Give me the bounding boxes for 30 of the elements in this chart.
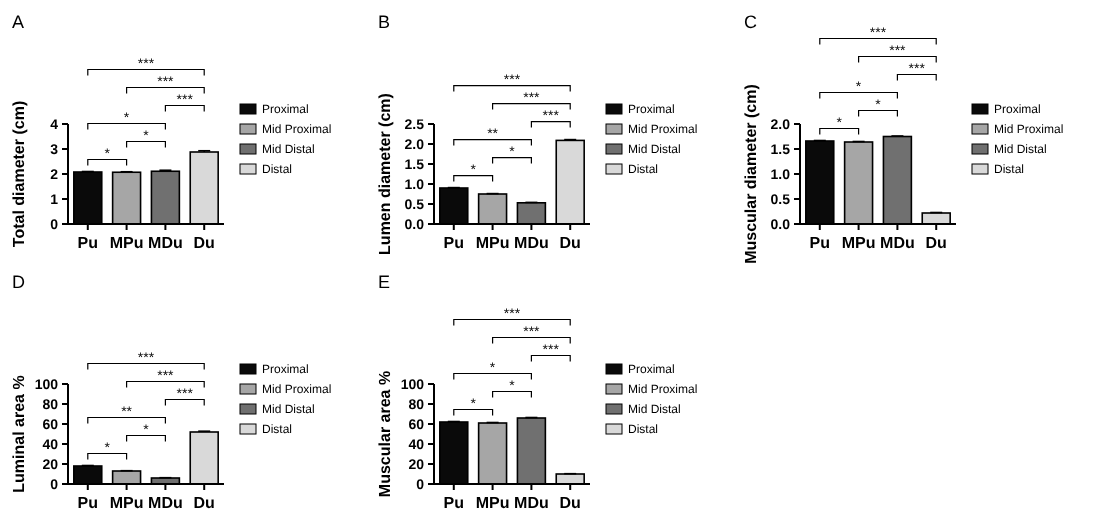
x-tick-label: Pu bbox=[443, 494, 465, 512]
chart-title: D bbox=[12, 272, 26, 292]
x-tick-label: MDu bbox=[148, 494, 183, 512]
y-axis-title: Lumen diameter (cm) bbox=[376, 92, 394, 255]
x-tick-label: Du bbox=[559, 494, 582, 512]
x-tick-label: Pu bbox=[809, 234, 831, 252]
y-axis-title: Muscular area % bbox=[376, 370, 394, 498]
x-tick-label: MDu bbox=[514, 494, 549, 512]
y-axis-title: Total diameter (cm) bbox=[10, 100, 28, 248]
x-tick-label: MPu bbox=[475, 494, 510, 512]
chart-title: C bbox=[744, 12, 758, 32]
x-tick-label: MDu bbox=[880, 234, 915, 252]
chart-title: E bbox=[378, 272, 391, 292]
x-tick-label: Pu bbox=[443, 234, 465, 252]
x-tick-label: MPu bbox=[475, 234, 510, 252]
x-tick-label: Du bbox=[559, 234, 582, 252]
x-tick-label: Du bbox=[925, 234, 948, 252]
x-tick-label: MPu bbox=[841, 234, 876, 252]
x-tick-label: Du bbox=[193, 234, 216, 252]
x-tick-label: MDu bbox=[148, 234, 183, 252]
x-tick-label: MPu bbox=[109, 494, 144, 512]
x-tick-label: Du bbox=[193, 494, 216, 512]
x-tick-label: Pu bbox=[77, 494, 99, 512]
x-tick-label: MDu bbox=[514, 234, 549, 252]
y-axis-title: Muscular diameter (cm) bbox=[742, 83, 760, 264]
y-axis-title: Luminal area % bbox=[10, 375, 28, 493]
chart-title: B bbox=[378, 12, 391, 32]
chart-title: A bbox=[12, 12, 25, 32]
x-tick-label: Pu bbox=[77, 234, 99, 252]
x-tick-label: MPu bbox=[109, 234, 144, 252]
